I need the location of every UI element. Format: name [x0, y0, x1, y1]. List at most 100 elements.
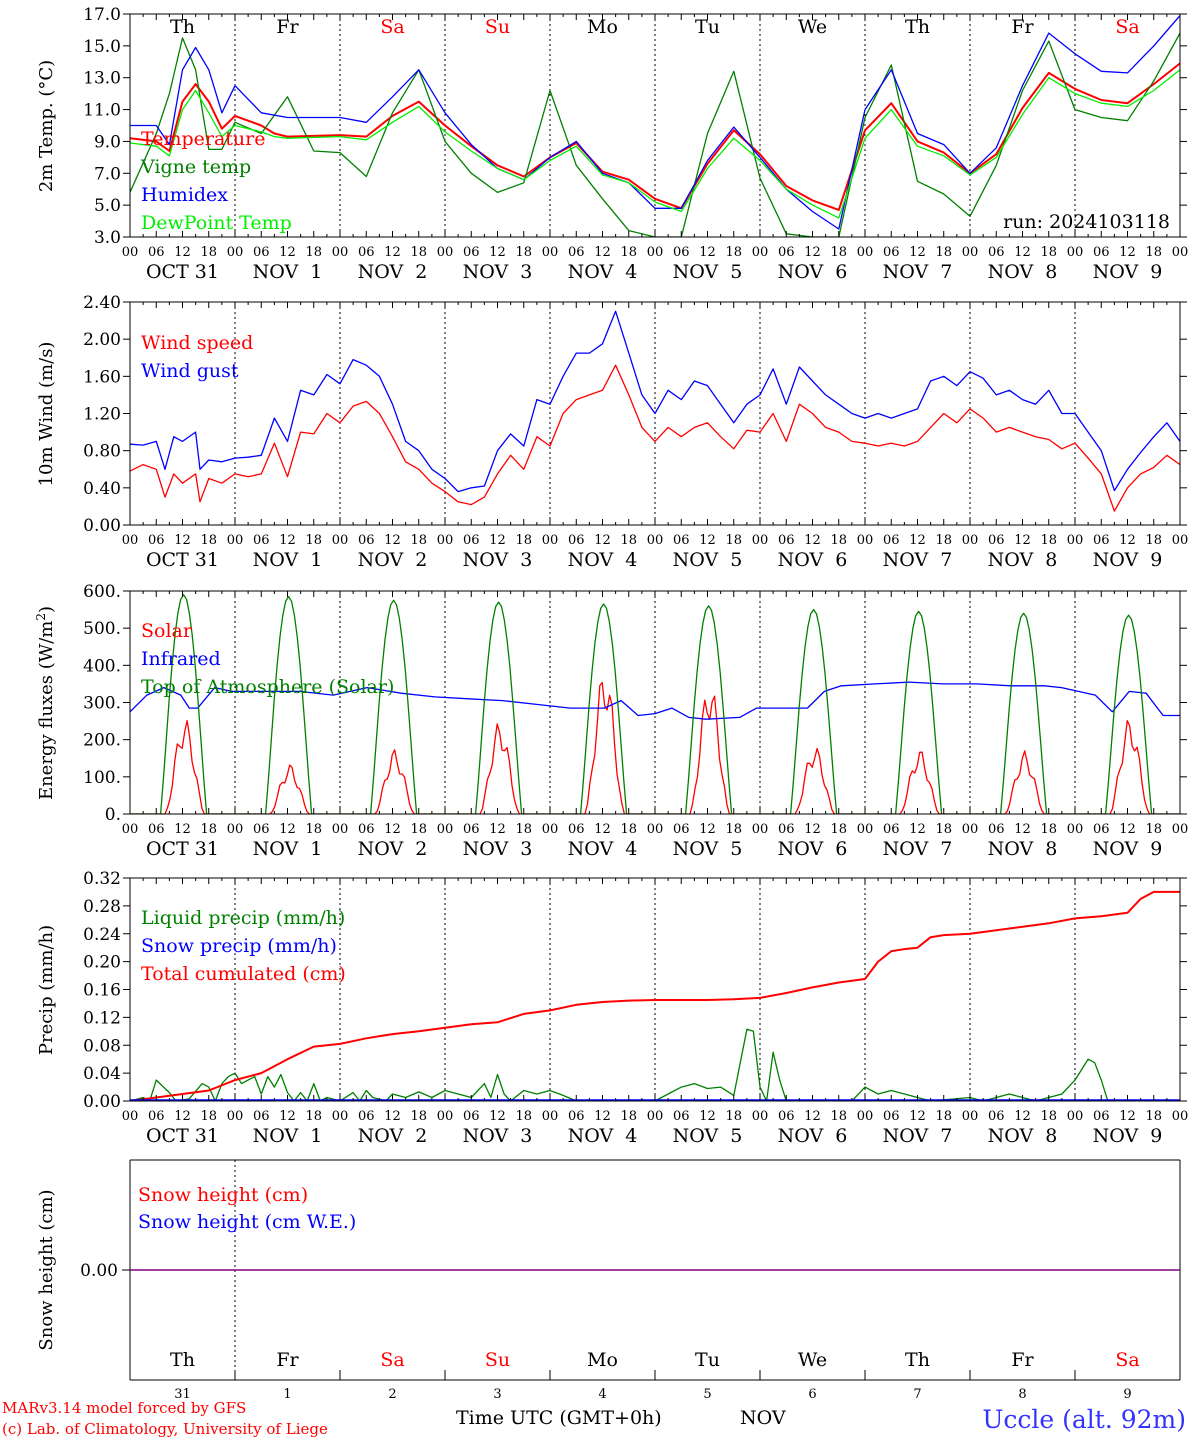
date-label: NOV 1 — [253, 1125, 323, 1147]
hour-tick-label: 06 — [778, 245, 795, 260]
hour-tick-label: 00 — [962, 533, 979, 548]
hour-tick-label: 12 — [699, 1109, 716, 1124]
y-tick-label: 500. — [83, 619, 121, 639]
series-line — [130, 1028, 1180, 1101]
hour-tick-label: 06 — [883, 533, 900, 548]
temperature-axis-label: 2m Temp. (°C) — [36, 60, 57, 192]
date-label: NOV 3 — [463, 1125, 533, 1147]
hour-tick-label: 18 — [410, 245, 427, 260]
hour-tick-label: 18 — [305, 1109, 322, 1124]
day-name-label: Fr — [1011, 16, 1034, 38]
hour-tick-label: 00 — [437, 245, 454, 260]
hour-tick-label: 12 — [699, 245, 716, 260]
date-label: OCT 31 — [146, 1125, 219, 1147]
date-label: NOV 7 — [883, 838, 953, 860]
hour-tick-label: 12 — [1014, 1109, 1031, 1124]
hour-tick-label: 00 — [542, 822, 559, 837]
hour-tick-label: 12 — [279, 245, 296, 260]
hour-tick-label: 06 — [253, 533, 270, 548]
hour-tick-label: 00 — [1172, 822, 1189, 837]
hour-tick-label: 12 — [1014, 822, 1031, 837]
snow-y-tick: 0.00 — [80, 1261, 118, 1281]
hour-tick-label: 18 — [725, 822, 742, 837]
hour-tick-label: 00 — [1067, 1109, 1084, 1124]
hour-tick-label: 06 — [1093, 533, 1110, 548]
hour-tick-label: 18 — [620, 533, 637, 548]
wind-legend: Wind speed Wind gust — [141, 332, 253, 382]
date-label: NOV 8 — [988, 549, 1058, 571]
month-label: NOV — [740, 1407, 786, 1429]
hour-tick-label: 12 — [594, 533, 611, 548]
series-line — [130, 364, 1180, 512]
hour-tick-label: 06 — [463, 822, 480, 837]
hour-tick-label: 00 — [962, 822, 979, 837]
hour-tick-label: 12 — [699, 533, 716, 548]
date-label: NOV 2 — [358, 838, 428, 860]
y-tick-label: 1.60 — [83, 367, 121, 387]
hour-tick-label: 18 — [935, 533, 952, 548]
hour-tick-label: 12 — [804, 1109, 821, 1124]
hour-tick-label: 12 — [804, 533, 821, 548]
energy-panel: 0. 100. 200. 300. 400. 500. 600. 00 06 12 18 00 06 1… — [34, 582, 1188, 860]
hour-tick-label: 12 — [804, 822, 821, 837]
day-name-label: We — [798, 1349, 827, 1371]
date-label: NOV 4 — [568, 549, 638, 571]
hour-tick-label: 12 — [1119, 533, 1136, 548]
model-credit: MARv3.14 model forced by GFS — [2, 1399, 246, 1417]
day-number-label: 8 — [1018, 1387, 1026, 1402]
hour-tick-label: 18 — [200, 822, 217, 837]
hour-tick-label: 00 — [332, 533, 349, 548]
date-label: OCT 31 — [146, 838, 219, 860]
hour-tick-label: 12 — [174, 1109, 191, 1124]
station-label: Uccle (alt. 92m) — [982, 1405, 1186, 1434]
hour-tick-label: 00 — [647, 245, 664, 260]
hour-tick-label: 00 — [332, 1109, 349, 1124]
hour-tick-label: 06 — [253, 1109, 270, 1124]
hour-tick-label: 12 — [489, 533, 506, 548]
y-tick-label: 17.0 — [83, 5, 121, 25]
hour-tick-label: 06 — [778, 533, 795, 548]
date-label: NOV 5 — [673, 1125, 743, 1147]
day-name-label: Tu — [695, 16, 720, 38]
series-line — [130, 681, 1180, 814]
date-label: NOV 3 — [463, 261, 533, 283]
hour-tick-label: 18 — [200, 1109, 217, 1124]
hour-tick-label: 12 — [384, 822, 401, 837]
date-label: NOV 2 — [358, 549, 428, 571]
hour-tick-label: 00 — [542, 245, 559, 260]
y-tick-label: 200. — [83, 731, 121, 751]
day-name-label: Fr — [276, 16, 299, 38]
y-tick-label: 0.40 — [83, 479, 121, 499]
hour-tick-label: 18 — [725, 533, 742, 548]
hour-tick-label: 18 — [830, 245, 847, 260]
hour-tick-label: 06 — [358, 1109, 375, 1124]
energy-legend: Solar Infrared Top of Atmosphere (Solar) — [141, 620, 394, 698]
date-label: NOV 5 — [673, 549, 743, 571]
hour-tick-label: 06 — [358, 245, 375, 260]
hour-tick-label: 12 — [1119, 245, 1136, 260]
date-label: NOV 5 — [673, 261, 743, 283]
hour-tick-label: 00 — [542, 1109, 559, 1124]
hour-tick-label: 12 — [1119, 822, 1136, 837]
day-name-label: Sa — [1115, 16, 1139, 38]
hour-tick-label: 12 — [384, 1109, 401, 1124]
hour-tick-label: 06 — [568, 822, 585, 837]
hour-tick-label: 12 — [489, 245, 506, 260]
hour-tick-label: 00 — [962, 245, 979, 260]
y-tick-label: 0.00 — [83, 516, 121, 536]
hour-tick-label: 18 — [515, 822, 532, 837]
hour-tick-label: 12 — [1014, 245, 1031, 260]
hour-tick-label: 18 — [725, 245, 742, 260]
hour-tick-label: 06 — [253, 822, 270, 837]
date-label: NOV 4 — [568, 1125, 638, 1147]
snow-axis-label: Snow height (cm) — [36, 1189, 57, 1350]
y-tick-label: 7.0 — [94, 164, 121, 184]
hour-tick-label: 06 — [148, 245, 165, 260]
hour-tick-label: 06 — [673, 1109, 690, 1124]
date-label: NOV 2 — [358, 1125, 428, 1147]
legend-infrared: Infrared — [141, 648, 221, 670]
day-number-label: 3 — [493, 1387, 501, 1402]
hour-tick-label: 00 — [437, 533, 454, 548]
snow-panel: 0.00 Snow height (cm) Snow height (cm) S… — [36, 1159, 1181, 1402]
day-name-label: Mo — [587, 16, 618, 38]
